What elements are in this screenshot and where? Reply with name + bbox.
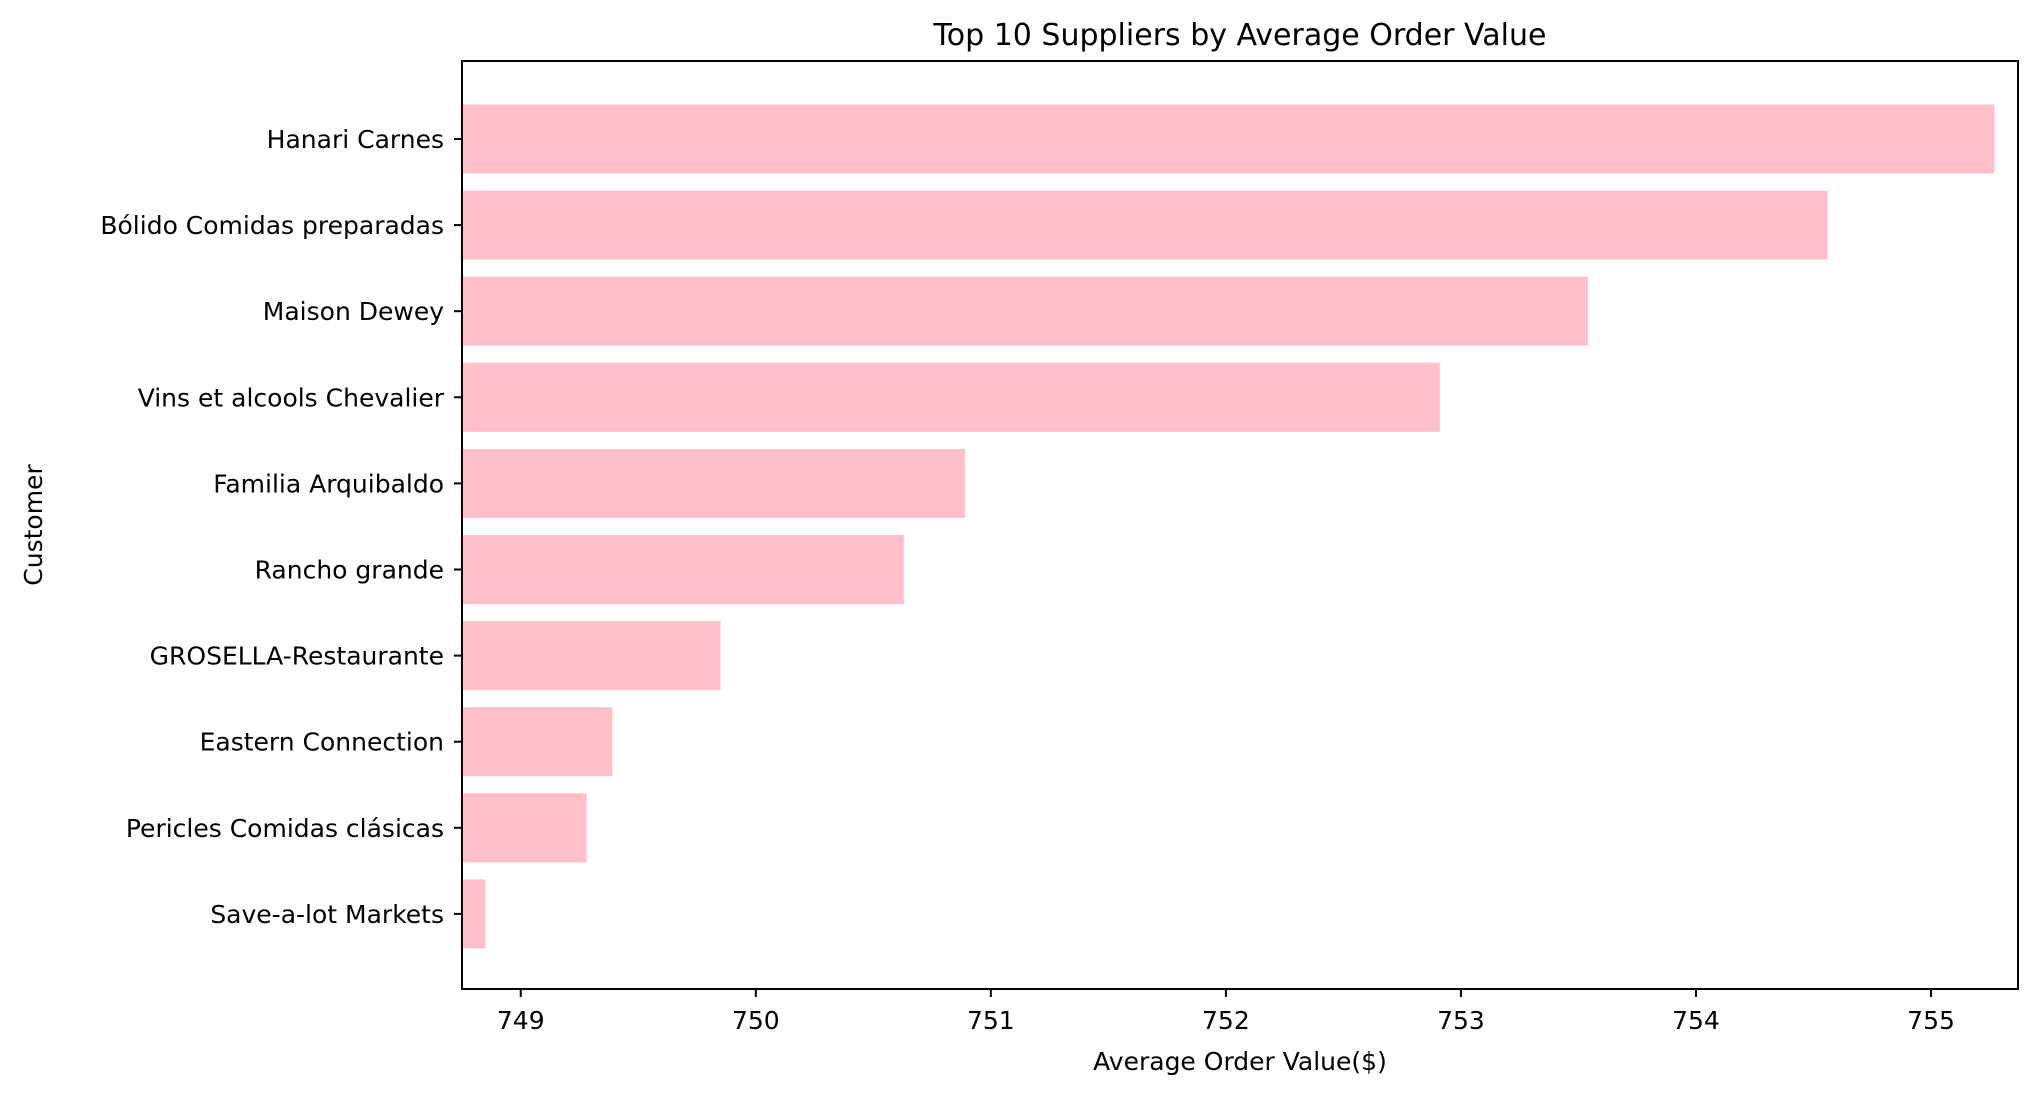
bar: [462, 448, 965, 518]
x-tick-label: 752: [1202, 1006, 1250, 1035]
y-axis-label: Customer: [19, 464, 48, 586]
plot-frame: [461, 60, 2019, 990]
y-tick-label: Maison Dewey: [263, 297, 444, 326]
y-tick-label: Hanari Carnes: [267, 125, 444, 154]
x-tick-label: 753: [1437, 1006, 1485, 1035]
bar: [462, 793, 587, 863]
bar: [462, 190, 1828, 260]
x-axis-ticks: 749 750 751 752 753 754 755: [497, 989, 1955, 1035]
y-axis-ticks: Hanari Carnes Bólido Comidas preparadas Ma…: [100, 125, 462, 929]
chart-title: Top 10 Suppliers by Average Order Value: [933, 18, 1547, 53]
x-axis-label: Average Order Value($): [1093, 1047, 1387, 1076]
x-tick-label: 751: [967, 1006, 1015, 1035]
y-tick-label: Bólido Comidas preparadas: [100, 211, 444, 240]
y-tick-label: Pericles Comidas clásicas: [126, 814, 444, 843]
y-tick-label: Rancho grande: [255, 556, 444, 585]
bar: [462, 879, 486, 949]
x-tick-label: 750: [732, 1006, 780, 1035]
bar: [462, 621, 721, 691]
x-tick-label: 754: [1672, 1006, 1720, 1035]
y-tick-label: Vins et alcools Chevalier: [138, 383, 445, 412]
y-tick-label: Familia Arquibaldo: [213, 469, 444, 498]
bar: [462, 362, 1440, 432]
y-tick-label: Save-a-lot Markets: [210, 900, 444, 929]
y-tick-label: GROSELLA-Restaurante: [150, 642, 444, 671]
y-tick-label: Eastern Connection: [200, 728, 444, 757]
bar: [462, 276, 1588, 346]
x-tick-label: 749: [497, 1006, 545, 1035]
bars-layer: [462, 104, 1995, 949]
bar: [462, 707, 613, 777]
bar: [462, 104, 1995, 174]
x-tick-label: 755: [1907, 1006, 1955, 1035]
bar: [462, 535, 904, 604]
